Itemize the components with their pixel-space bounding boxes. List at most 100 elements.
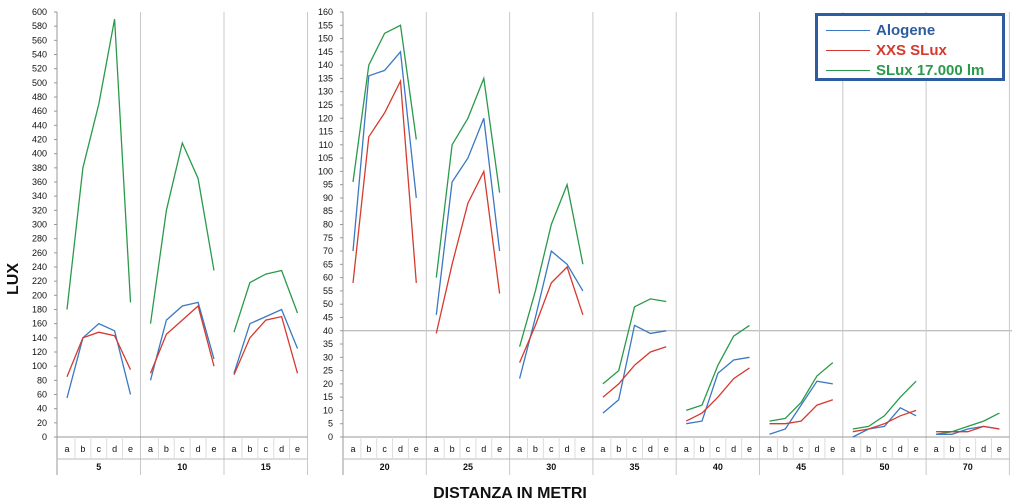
y-tick-label: 340 bbox=[32, 191, 47, 201]
distance-label: 35 bbox=[630, 462, 640, 472]
y-tick-label: 540 bbox=[32, 50, 47, 60]
y-tick-label: 400 bbox=[32, 149, 47, 159]
category-label: a bbox=[64, 444, 69, 454]
category-label: d bbox=[814, 444, 819, 454]
y-tick-label: 125 bbox=[318, 100, 333, 110]
series-line-xxs bbox=[602, 346, 667, 398]
y-tick-label: 160 bbox=[32, 319, 47, 329]
category-label: a bbox=[434, 444, 439, 454]
series-line-slux bbox=[149, 140, 215, 324]
distance-label: 15 bbox=[261, 462, 271, 472]
category-label: b bbox=[616, 444, 621, 454]
category-label: e bbox=[747, 444, 752, 454]
series-line-xxs bbox=[352, 78, 417, 283]
y-tick-label: 120 bbox=[32, 347, 47, 357]
category-label: e bbox=[497, 444, 502, 454]
series-line-xxs bbox=[519, 265, 584, 363]
category-label: d bbox=[112, 444, 117, 454]
category-label: d bbox=[981, 444, 986, 454]
series-line-xxs bbox=[435, 169, 501, 334]
series-line-alogene bbox=[686, 356, 750, 425]
y-tick-label: 80 bbox=[37, 375, 47, 385]
category-label: c bbox=[716, 444, 721, 454]
y-tick-label: 260 bbox=[32, 248, 47, 258]
distance-label: 10 bbox=[177, 462, 187, 472]
series-line-alogene bbox=[602, 324, 667, 414]
y-tick-label: 30 bbox=[323, 352, 333, 362]
category-label: a bbox=[850, 444, 855, 454]
category-label: d bbox=[898, 444, 903, 454]
y-tick-label: 560 bbox=[32, 35, 47, 45]
category-label: d bbox=[398, 444, 403, 454]
y-tick-label: 440 bbox=[32, 120, 47, 130]
y-tick-label: 115 bbox=[319, 127, 333, 137]
y-tick-label: 60 bbox=[37, 390, 47, 400]
category-label: b bbox=[866, 444, 871, 454]
series-line-slux bbox=[935, 412, 1000, 435]
series-line-alogene bbox=[149, 301, 215, 381]
y-tick-label: 140 bbox=[318, 60, 333, 70]
y-tick-label: 20 bbox=[37, 418, 47, 428]
category-label: c bbox=[799, 444, 804, 454]
y-tick-label: 85 bbox=[323, 206, 333, 216]
y-tick-label: 280 bbox=[32, 234, 47, 244]
category-label: a bbox=[600, 444, 605, 454]
category-label: e bbox=[664, 444, 669, 454]
series-line-xxs bbox=[66, 331, 132, 378]
y-tick-label: 150 bbox=[318, 34, 333, 44]
y-tick-label: 500 bbox=[32, 78, 47, 88]
y-tick-label: 160 bbox=[318, 7, 333, 17]
category-label: d bbox=[565, 444, 570, 454]
category-label: d bbox=[648, 444, 653, 454]
series-line-alogene bbox=[66, 322, 132, 399]
series-line-xxs bbox=[769, 399, 834, 425]
series-line-alogene bbox=[852, 406, 917, 438]
category-label: a bbox=[148, 444, 153, 454]
y-tick-label: 15 bbox=[323, 392, 333, 402]
series-line-slux bbox=[518, 182, 584, 347]
series-line-xxs bbox=[936, 425, 1000, 433]
category-label: d bbox=[731, 444, 736, 454]
series-line-slux bbox=[769, 362, 834, 422]
distance-label: 5 bbox=[96, 462, 101, 472]
category-label: a bbox=[350, 444, 355, 454]
y-tick-label: 40 bbox=[323, 326, 333, 336]
category-label: c bbox=[632, 444, 637, 454]
y-tick-label: 35 bbox=[323, 339, 333, 349]
y-tick-label: 360 bbox=[32, 177, 47, 187]
category-label: b bbox=[783, 444, 788, 454]
category-label: c bbox=[382, 444, 387, 454]
series-line-alogene bbox=[233, 308, 299, 374]
y-tick-label: 600 bbox=[32, 7, 47, 17]
y-tick-label: 75 bbox=[323, 233, 333, 243]
y-tick-label: 300 bbox=[32, 220, 47, 230]
y-tick-label: 10 bbox=[323, 405, 333, 415]
category-label: d bbox=[279, 444, 284, 454]
category-label: c bbox=[549, 444, 554, 454]
series-line-xxs bbox=[685, 367, 750, 422]
category-label: c bbox=[264, 444, 269, 454]
y-tick-label: 50 bbox=[323, 299, 333, 309]
y-tick-label: 40 bbox=[37, 404, 47, 414]
category-label: e bbox=[580, 444, 585, 454]
y-tick-label: 145 bbox=[318, 47, 333, 57]
category-label: b bbox=[450, 444, 455, 454]
y-tick-label: 220 bbox=[32, 276, 47, 286]
y-tick-label: 80 bbox=[323, 220, 333, 230]
category-label: b bbox=[247, 444, 252, 454]
legend-label-slux: SLux 17.000 lm bbox=[876, 61, 985, 79]
category-label: b bbox=[700, 444, 705, 454]
distance-label: 45 bbox=[796, 462, 806, 472]
y-tick-label: 25 bbox=[323, 366, 333, 376]
category-label: b bbox=[949, 444, 954, 454]
y-tick-label: 135 bbox=[318, 73, 333, 83]
category-label: b bbox=[80, 444, 85, 454]
series-line-xxs bbox=[149, 304, 215, 374]
y-tick-label: 140 bbox=[32, 333, 47, 343]
y-tick-label: 520 bbox=[32, 64, 47, 74]
series-line-alogene bbox=[352, 50, 417, 252]
legend-item-slux: SLux 17.000 lm bbox=[826, 60, 1002, 80]
distance-label: 25 bbox=[463, 462, 473, 472]
y-tick-label: 100 bbox=[32, 361, 47, 371]
category-label: c bbox=[966, 444, 971, 454]
